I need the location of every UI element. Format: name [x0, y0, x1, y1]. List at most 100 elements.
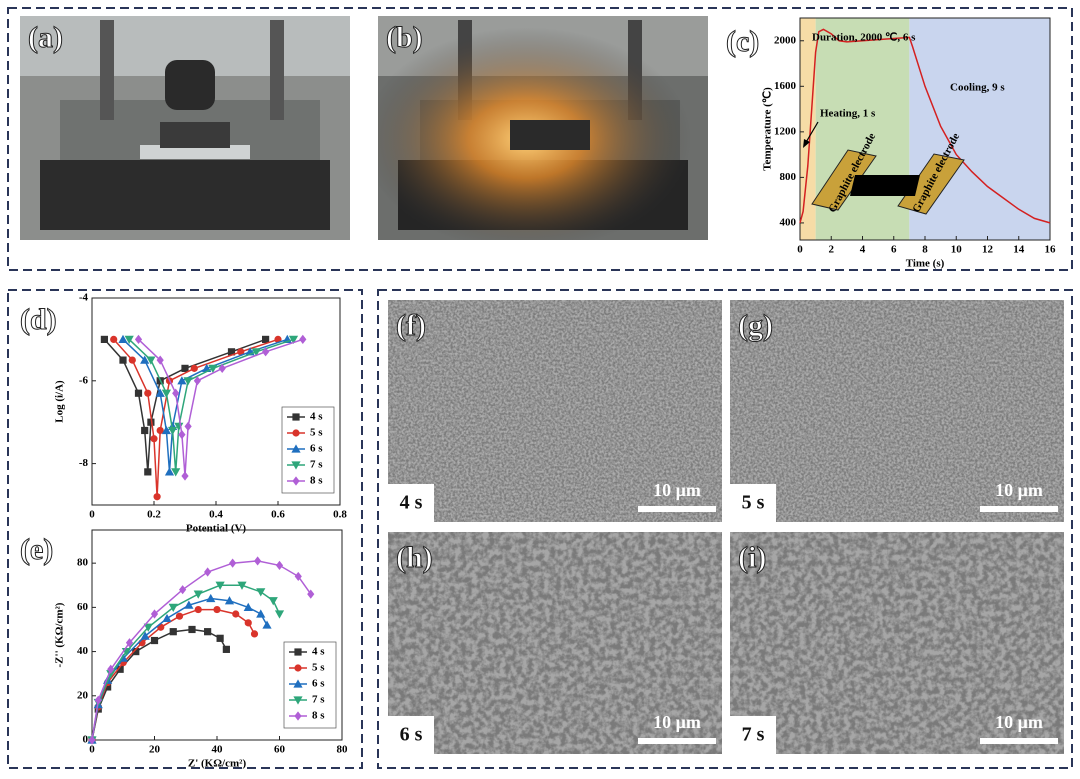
marker	[94, 695, 102, 705]
x-tick-label: 0	[89, 744, 95, 756]
marker	[100, 335, 108, 343]
marker	[144, 389, 152, 397]
legend-label: 5 s	[312, 662, 325, 674]
panel-label: (d)	[20, 303, 57, 336]
marker	[262, 620, 272, 629]
scale-label: 10 μm	[653, 480, 701, 500]
marker	[140, 355, 150, 364]
marker	[206, 593, 216, 603]
marker	[294, 711, 302, 721]
scale-bar	[638, 506, 716, 512]
photo-a: (a)	[20, 16, 350, 240]
marker	[161, 425, 171, 435]
marker	[275, 560, 284, 570]
time-label-bg	[388, 484, 434, 522]
time-label: 5 s	[742, 492, 765, 514]
marker	[140, 631, 150, 640]
sem-image	[730, 300, 1064, 522]
marker	[150, 636, 159, 645]
x-tick-label: 20	[149, 744, 161, 756]
annotation: Duration, 2000 ℃, 6 s	[812, 32, 916, 44]
legend-label: 5 s	[310, 427, 323, 439]
legend-label: 7 s	[310, 459, 323, 471]
marker	[169, 628, 177, 636]
marker	[128, 356, 136, 364]
marker	[155, 388, 165, 397]
legend-box	[281, 406, 335, 494]
sample	[850, 175, 920, 196]
time-label: 6 s	[400, 724, 423, 746]
marker	[222, 645, 230, 653]
x-axis-label: Z' (KΩ/cm²)	[188, 758, 247, 770]
x-tick-label: 8	[922, 244, 928, 256]
marker	[156, 355, 164, 365]
marker	[104, 683, 112, 691]
photo-b: (b)	[378, 16, 708, 240]
region	[800, 18, 816, 240]
y-tick-label: -4	[79, 292, 89, 304]
marker	[134, 334, 143, 344]
marker	[150, 609, 159, 619]
marker	[256, 609, 266, 618]
time-label: 4 s	[400, 492, 423, 514]
marker	[250, 630, 259, 638]
scale-bar	[638, 738, 716, 744]
chart: 0 0.2 0.4 0.6 0.8 -4 -6 -8 Potential (V) Log (i/A…	[20, 292, 348, 535]
series-line	[103, 338, 266, 472]
marker	[208, 364, 218, 373]
x-tick-label: 0.4	[209, 509, 223, 521]
marker	[204, 567, 212, 577]
chart: 0 20 40 60 80 0 20 40 60 80 Z' (KΩ/cm²) -Z'' (KΩ/cm…	[20, 529, 348, 770]
marker	[175, 612, 184, 620]
legend-label: 8 s	[312, 710, 325, 722]
marker	[288, 335, 299, 344]
panel-frame	[7, 289, 363, 769]
marker	[244, 619, 252, 627]
marker	[118, 334, 128, 343]
sem-image	[388, 300, 722, 522]
marker	[232, 610, 240, 618]
marker	[106, 670, 116, 679]
sem-image	[388, 532, 722, 754]
x-tick-label: 14	[1013, 244, 1025, 256]
marker	[183, 377, 193, 386]
series-line	[91, 560, 312, 741]
marker	[229, 558, 237, 568]
x-axis-label: Potential (V)	[186, 523, 247, 535]
scale-label: 10 μm	[653, 712, 701, 732]
marker	[146, 356, 156, 365]
marker	[251, 348, 261, 357]
marker	[184, 600, 194, 609]
annotation: Heating, 1 s	[820, 108, 876, 120]
y-tick-label: 2000	[774, 34, 797, 46]
x-tick-label: 60	[274, 744, 286, 756]
panel-label: (c)	[726, 25, 759, 58]
panel-label: (i)	[738, 541, 766, 574]
scale-bar	[980, 506, 1058, 512]
x-axis-label: Time (s)	[906, 258, 945, 270]
legend-box	[283, 641, 337, 729]
y-tick-label: 1200	[774, 125, 797, 137]
marker	[134, 389, 143, 397]
marker	[110, 335, 118, 343]
electrode	[811, 149, 877, 211]
marker	[143, 623, 153, 632]
y-tick-label: 0	[83, 734, 89, 746]
y-tick-label: 60	[77, 601, 89, 613]
marker	[172, 388, 180, 398]
marker	[224, 596, 235, 605]
marker	[177, 376, 187, 385]
time-label-bg	[730, 716, 776, 754]
x-tick-label: 0	[89, 509, 95, 521]
marker	[181, 471, 189, 481]
marker	[184, 421, 192, 431]
marker	[162, 613, 172, 623]
marker	[292, 413, 300, 421]
series-line	[799, 28, 1051, 224]
x-tick-label: 6	[891, 244, 897, 256]
marker	[171, 468, 181, 477]
sem-image	[730, 532, 1064, 754]
y-tick-label: 20	[77, 689, 89, 701]
